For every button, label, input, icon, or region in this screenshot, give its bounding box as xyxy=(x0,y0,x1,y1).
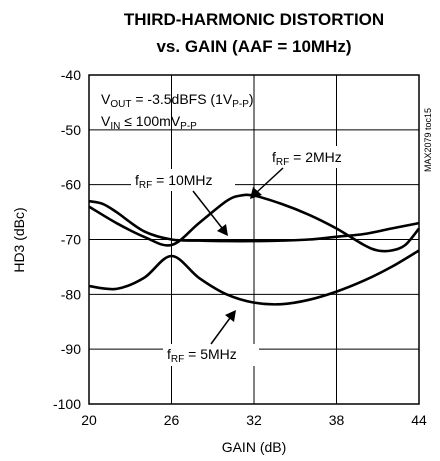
label-bg-5mhz xyxy=(163,344,259,366)
arrow-10mhz-head xyxy=(217,224,228,236)
y-axis-ticks: -40 -50 -60 -70 -80 -90 -100 xyxy=(53,67,81,412)
plot-frame xyxy=(88,74,420,405)
x-tick-label: 20 xyxy=(81,412,97,428)
series-label-5mhz: fRF = 5MHz xyxy=(167,346,237,365)
y-tick-label: -90 xyxy=(61,341,81,357)
arrow-10mhz-shaft xyxy=(192,190,223,229)
x-tick-label: 32 xyxy=(246,412,262,428)
chart-title-line2: vs. GAIN (AAF = 10MHz) xyxy=(156,37,351,56)
watermark-label: MAX2079 toc15 xyxy=(423,108,433,172)
arrow-5mhz-head xyxy=(225,310,236,322)
y-tick-label: -100 xyxy=(53,396,81,412)
y-tick-label: -50 xyxy=(61,122,81,138)
arrow-2mhz-head xyxy=(250,187,262,199)
y-tick-label: -60 xyxy=(61,177,81,193)
y-tick-label: -70 xyxy=(61,232,81,248)
condition-vout: VOUT = -3.5dBFS (1VP-P) xyxy=(101,91,254,110)
x-tick-label: 26 xyxy=(164,412,180,428)
y-axis-label: HD3 (dBc) xyxy=(11,207,27,272)
y-tick-label: -80 xyxy=(61,286,81,302)
series-label-10mhz: fRF = 10MHz xyxy=(135,172,213,191)
y-tick-label: -40 xyxy=(61,67,81,83)
label-bg-10mhz xyxy=(131,169,235,191)
arrow-5mhz-shaft xyxy=(210,317,231,345)
x-axis-ticks: 20 26 32 38 44 xyxy=(81,412,427,428)
condition-vin: VIN ≤ 100mVP-P xyxy=(101,113,197,132)
x-tick-label: 38 xyxy=(329,412,345,428)
series-label-2mhz: fRF = 2MHz xyxy=(272,149,342,168)
series-group xyxy=(88,193,421,306)
label-bg-2mhz xyxy=(268,146,358,168)
arrow-2mhz-shaft xyxy=(256,167,284,193)
series-line-5mhz xyxy=(88,249,420,306)
x-axis-label: GAIN (dB) xyxy=(222,439,287,455)
chart-title-line1: THIRD-HARMONIC DISTORTION xyxy=(124,10,384,29)
series-line-10mhz xyxy=(88,199,420,243)
series-line-2mhz xyxy=(88,193,421,253)
x-tick-label: 44 xyxy=(411,412,427,428)
